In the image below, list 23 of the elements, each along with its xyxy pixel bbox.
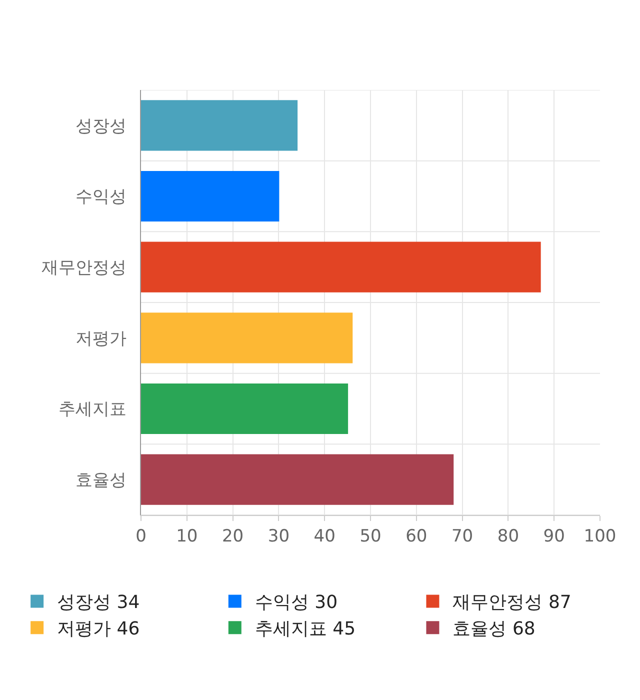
legend-label: 효율성 68: [452, 618, 536, 640]
y-tick-label: 수익성: [76, 187, 127, 208]
legend-label: 수익성 30: [254, 592, 338, 614]
y-tick-label: 추세지표: [58, 400, 127, 420]
legend-label: 성장성 34: [57, 592, 140, 614]
x-tick-label: 0: [136, 526, 146, 546]
x-tick-label: 40: [314, 526, 336, 546]
x-tick-label: 10: [176, 526, 198, 546]
x-tick-label: 90: [543, 526, 565, 546]
legend-label: 추세지표 45: [254, 618, 356, 640]
y-tick-label: 효율성: [76, 470, 127, 491]
x-tick-label: 80: [497, 526, 520, 546]
x-tick-label: 20: [222, 526, 244, 546]
legend-label: 재무안정성 87: [452, 592, 572, 614]
y-tick-label: 저평가: [76, 328, 127, 349]
x-tick-label: 100: [584, 526, 616, 546]
x-tick-label: 60: [406, 526, 428, 546]
x-tick-label: 50: [360, 526, 382, 546]
y-tick-label: 재무안정성: [42, 258, 127, 278]
y-tick-label: 성장성: [76, 116, 127, 136]
legend-label: 저평가 46: [57, 618, 140, 640]
x-tick-label: 70: [451, 526, 474, 546]
x-tick-label: 30: [268, 526, 290, 546]
